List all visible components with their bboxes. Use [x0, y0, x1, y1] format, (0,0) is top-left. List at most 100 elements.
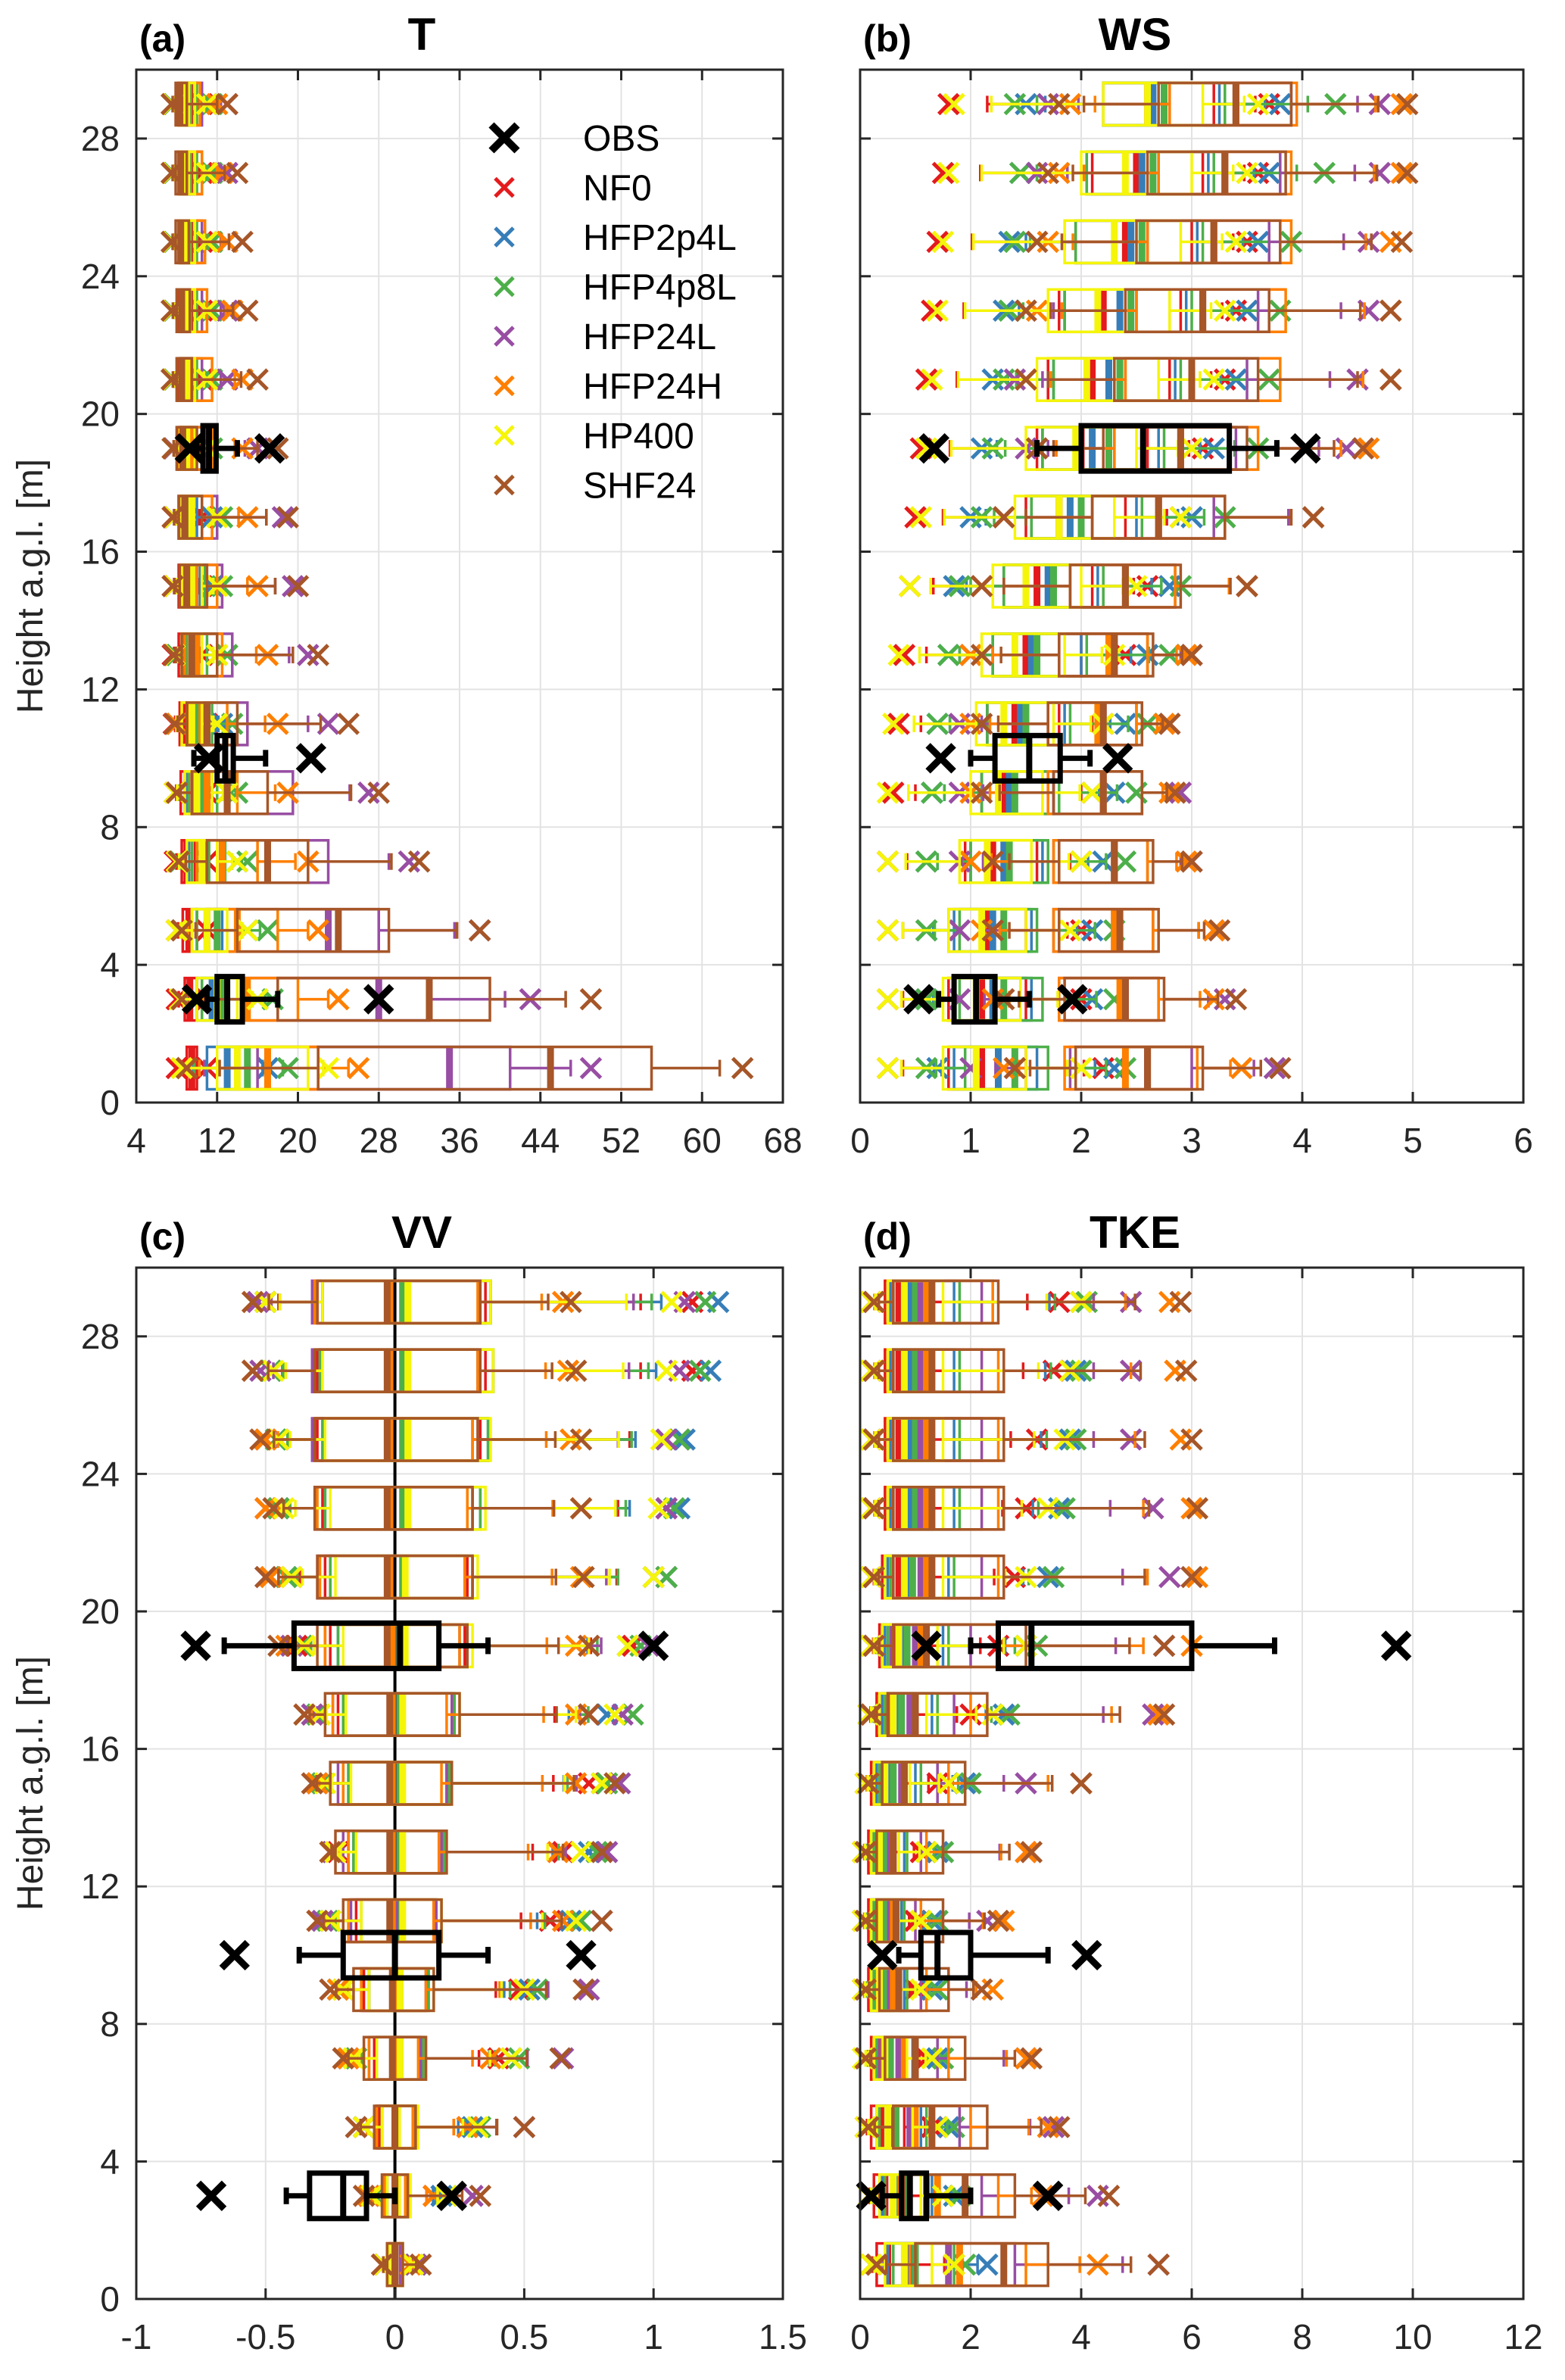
- max-marker-stroke: [1158, 713, 1181, 735]
- min-marker-stroke: [981, 850, 1004, 873]
- panel-ws: 0 1 2 3 4 5 6 WS (b): [850, 9, 1533, 1160]
- panel-title: VV: [391, 1207, 452, 1258]
- max-marker-stroke: [578, 1978, 600, 2001]
- max-marker: [673, 1428, 696, 1451]
- max-marker-stroke: [397, 850, 421, 873]
- max-marker-stroke: [276, 506, 299, 529]
- min-marker: [887, 644, 910, 666]
- min-marker-stroke: [160, 230, 183, 254]
- max-marker-stroke: [436, 2180, 467, 2211]
- max-marker: [1180, 437, 1203, 460]
- box-obs: [180, 1620, 669, 1671]
- min-marker: [970, 575, 993, 597]
- iqr-box: [313, 1417, 479, 1462]
- max-marker-stroke: [256, 919, 279, 942]
- min-marker-stroke: [943, 92, 965, 116]
- series-shf24: [970, 81, 1419, 1091]
- max-marker: [616, 1634, 639, 1658]
- max-marker-stroke: [461, 2185, 484, 2207]
- iqr-box: [178, 563, 209, 609]
- iqr-box: [291, 1620, 442, 1671]
- min-marker: [898, 575, 921, 597]
- max-marker: [1208, 919, 1231, 942]
- box-shf24: [1048, 81, 1419, 127]
- max-marker-stroke: [1080, 781, 1104, 804]
- panel-title: WS: [1099, 9, 1172, 60]
- iqr-box: [1052, 770, 1144, 816]
- max-marker: [1246, 92, 1270, 116]
- max-marker-stroke: [409, 2253, 432, 2276]
- max-marker: [513, 2116, 536, 2138]
- box-shf24: [301, 1761, 626, 1806]
- max-marker: [699, 1359, 722, 1382]
- max-marker: [569, 1497, 593, 1520]
- max-marker: [569, 1909, 593, 1932]
- iqr-box: [307, 2170, 369, 2222]
- max-marker-stroke: [564, 1359, 588, 1382]
- min-marker-stroke: [926, 230, 949, 254]
- series-shf24: [160, 81, 754, 1091]
- max-marker-stroke: [578, 1634, 600, 1658]
- iqr-box: [316, 1554, 474, 1600]
- max-marker-stroke: [595, 1841, 619, 1864]
- y-tick-label: 8: [100, 807, 120, 847]
- max-marker: [642, 1565, 665, 1589]
- min-marker: [882, 781, 905, 804]
- max-marker-stroke: [564, 1772, 588, 1795]
- max-marker-stroke: [569, 1497, 593, 1520]
- max-marker-stroke: [572, 1565, 595, 1589]
- max-marker: [591, 1909, 613, 1932]
- max-marker: [650, 1428, 673, 1451]
- x-tick-label: 0: [385, 2317, 405, 2357]
- y-tick-label: 28: [81, 1317, 120, 1356]
- min-marker-stroke: [195, 2180, 227, 2211]
- max-marker-stroke: [1208, 919, 1231, 942]
- min-marker: [909, 506, 933, 529]
- min-marker: [931, 161, 955, 185]
- y-tick-label: 28: [81, 119, 120, 158]
- min-marker-stroke: [219, 1939, 250, 1971]
- series-obs: [180, 1620, 669, 2222]
- max-marker-stroke: [1058, 919, 1082, 942]
- box-shf24: [993, 494, 1325, 540]
- min-marker: [1015, 299, 1037, 323]
- max-marker: [572, 1978, 595, 2001]
- box-shf24: [970, 563, 1258, 609]
- max-marker-stroke: [469, 2185, 492, 2207]
- max-marker-stroke: [468, 919, 491, 942]
- min-marker-stroke: [882, 781, 905, 804]
- max-marker-stroke: [297, 644, 320, 666]
- min-marker-stroke: [1003, 1056, 1027, 1080]
- min-marker-stroke: [160, 161, 183, 185]
- min-marker: [931, 230, 955, 254]
- box-shf24: [1025, 219, 1414, 265]
- min-marker-stroke: [163, 713, 186, 735]
- x-tick-label: 6: [1514, 1121, 1533, 1160]
- min-marker-stroke: [319, 1978, 341, 2001]
- max-marker-stroke: [1236, 161, 1258, 185]
- min-marker: [165, 781, 189, 804]
- min-marker-stroke: [931, 230, 955, 254]
- max-marker-stroke: [673, 1428, 696, 1451]
- min-marker: [301, 1772, 324, 1795]
- y-tick-label: 8: [100, 2004, 120, 2044]
- min-marker-stroke: [370, 2253, 394, 2276]
- panel-label: (b): [863, 17, 912, 60]
- min-marker-stroke: [1037, 161, 1059, 185]
- max-marker-stroke: [363, 984, 394, 1015]
- max-marker: [1224, 230, 1248, 254]
- box-shf24: [167, 838, 431, 884]
- min-marker: [1025, 230, 1049, 254]
- x-tick-label: -0.5: [235, 2317, 295, 2357]
- box-shf24: [162, 632, 329, 678]
- max-marker: [578, 1703, 600, 1726]
- min-marker-stroke: [970, 781, 993, 804]
- max-marker-stroke: [357, 781, 380, 804]
- max-marker: [1236, 161, 1258, 185]
- min-marker-stroke: [174, 432, 205, 464]
- iqr-box: [1124, 288, 1270, 334]
- min-marker: [181, 984, 213, 1015]
- min-marker-stroke: [161, 575, 184, 597]
- max-marker: [655, 1359, 678, 1382]
- max-marker-stroke: [1224, 230, 1248, 254]
